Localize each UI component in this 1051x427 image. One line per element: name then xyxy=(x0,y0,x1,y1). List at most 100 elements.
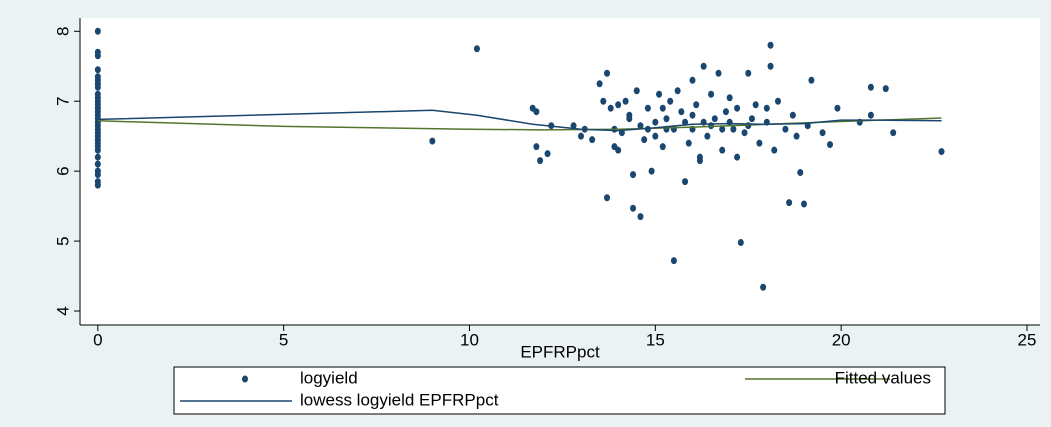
point xyxy=(748,115,755,123)
point xyxy=(711,115,718,123)
point xyxy=(760,283,767,291)
point xyxy=(730,125,737,133)
point xyxy=(685,139,692,147)
x-axis-label: EPFRPpct xyxy=(520,342,600,361)
point xyxy=(94,27,101,35)
point xyxy=(600,97,607,105)
point xyxy=(626,115,633,123)
point xyxy=(630,204,637,212)
point xyxy=(682,178,689,186)
y-tick-label: 7 xyxy=(53,96,72,105)
point xyxy=(693,101,700,109)
point xyxy=(656,90,663,98)
point xyxy=(786,199,793,207)
point xyxy=(648,167,655,175)
point xyxy=(94,146,101,154)
point xyxy=(774,97,781,105)
point xyxy=(737,238,744,246)
point xyxy=(715,69,722,77)
point xyxy=(652,132,659,140)
point xyxy=(827,141,834,149)
point xyxy=(622,97,629,105)
legend-marker xyxy=(242,375,248,383)
point xyxy=(867,83,874,91)
point xyxy=(607,104,614,112)
point xyxy=(767,62,774,70)
point xyxy=(674,87,681,95)
point xyxy=(637,213,644,221)
point xyxy=(94,52,101,60)
y-tick-label: 6 xyxy=(53,166,72,175)
point xyxy=(670,257,677,265)
x-tick-label: 25 xyxy=(1018,330,1037,349)
point xyxy=(637,122,644,130)
point xyxy=(429,137,436,145)
point xyxy=(604,69,611,77)
point xyxy=(938,148,945,156)
point xyxy=(763,104,770,112)
point xyxy=(734,153,741,161)
point xyxy=(741,129,748,137)
x-tick-label: 10 xyxy=(460,330,479,349)
point xyxy=(533,108,540,116)
point xyxy=(659,104,666,112)
x-tick-label: 0 xyxy=(93,330,102,349)
point xyxy=(834,104,841,112)
point xyxy=(604,194,611,202)
point xyxy=(819,129,826,137)
point xyxy=(533,143,540,151)
point xyxy=(678,108,685,116)
y-tick-label: 8 xyxy=(53,27,72,36)
point xyxy=(719,125,726,133)
point xyxy=(544,150,551,158)
point xyxy=(633,87,640,95)
point xyxy=(704,132,711,140)
point xyxy=(696,157,703,165)
point xyxy=(615,146,622,154)
point xyxy=(94,160,101,168)
y-tick-label: 4 xyxy=(53,306,72,315)
point xyxy=(659,143,666,151)
point xyxy=(726,94,733,102)
point xyxy=(752,101,759,109)
point xyxy=(667,97,674,105)
legend xyxy=(173,366,946,415)
point xyxy=(682,118,689,126)
point xyxy=(782,125,789,133)
point xyxy=(793,132,800,140)
point xyxy=(652,118,659,126)
point xyxy=(800,200,807,208)
point xyxy=(719,146,726,154)
line xyxy=(97,109,942,132)
point xyxy=(630,171,637,179)
point xyxy=(767,41,774,49)
point xyxy=(641,136,648,144)
point xyxy=(882,85,889,93)
point xyxy=(771,146,778,154)
point xyxy=(756,139,763,147)
point xyxy=(94,83,101,91)
point xyxy=(867,111,874,119)
point xyxy=(734,104,741,112)
point xyxy=(745,69,752,77)
point xyxy=(689,76,696,84)
point xyxy=(808,76,815,84)
point xyxy=(577,132,584,140)
legend-label: lowess logyield EPFRPpct xyxy=(300,390,499,409)
point xyxy=(663,115,670,123)
point xyxy=(700,62,707,70)
x-tick-label: 5 xyxy=(279,330,288,349)
point xyxy=(473,45,480,53)
legend-label: Fitted values xyxy=(835,368,931,387)
point xyxy=(708,90,715,98)
point xyxy=(589,136,596,144)
point xyxy=(644,125,651,133)
legend-label: logyield xyxy=(300,368,358,387)
point xyxy=(797,169,804,177)
point xyxy=(644,104,651,112)
point xyxy=(890,129,897,137)
point xyxy=(94,66,101,74)
x-tick-label: 15 xyxy=(646,330,665,349)
point xyxy=(789,111,796,119)
